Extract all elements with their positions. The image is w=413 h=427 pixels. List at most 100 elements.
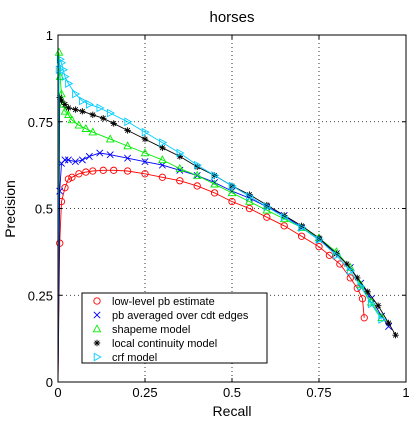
data-point bbox=[374, 302, 382, 309]
data-point bbox=[336, 260, 344, 268]
data-point bbox=[343, 260, 351, 268]
data-point bbox=[85, 152, 93, 160]
data-point bbox=[159, 138, 168, 147]
data-point bbox=[228, 197, 236, 206]
data-point bbox=[263, 202, 272, 212]
data-point bbox=[124, 154, 132, 162]
legend-marker bbox=[93, 311, 101, 319]
data-point bbox=[96, 103, 105, 113]
data-point bbox=[246, 191, 255, 201]
data-point bbox=[58, 58, 67, 68]
data-point bbox=[211, 171, 220, 180]
data-point bbox=[315, 235, 324, 245]
legend-label: local continuity model bbox=[112, 338, 217, 350]
data-point bbox=[86, 100, 95, 109]
data-point bbox=[333, 250, 342, 260]
data-point bbox=[358, 295, 367, 303]
data-point bbox=[61, 101, 69, 108]
data-point bbox=[354, 274, 361, 282]
data-point bbox=[124, 117, 133, 127]
legend-marker bbox=[93, 339, 101, 347]
data-point bbox=[68, 173, 76, 181]
data-point bbox=[105, 134, 115, 143]
data-point bbox=[159, 144, 166, 151]
data-point bbox=[192, 170, 202, 179]
data-point bbox=[61, 156, 69, 164]
data-point bbox=[297, 232, 306, 240]
data-point bbox=[280, 212, 289, 222]
legend-box bbox=[81, 292, 268, 364]
data-point bbox=[64, 175, 73, 183]
data-point bbox=[347, 266, 356, 276]
data-point bbox=[385, 322, 393, 330]
data-point bbox=[141, 170, 149, 178]
data-point bbox=[81, 123, 91, 132]
data-point bbox=[60, 106, 70, 115]
x-tick-label: 0.75 bbox=[306, 385, 331, 400]
data-point bbox=[88, 127, 98, 136]
data-point bbox=[175, 163, 185, 172]
legend-label: pb averaged over cdt edges bbox=[112, 310, 249, 322]
data-point bbox=[57, 89, 66, 98]
data-point bbox=[378, 315, 387, 324]
data-point bbox=[55, 65, 64, 75]
series-4 bbox=[55, 54, 387, 383]
data-point bbox=[245, 204, 254, 213]
data-point bbox=[65, 79, 74, 88]
data-point bbox=[176, 153, 183, 160]
series-line bbox=[57, 169, 365, 383]
data-point bbox=[75, 170, 83, 178]
data-point bbox=[228, 181, 237, 191]
data-point bbox=[360, 314, 368, 322]
x-tick-label: 1 bbox=[402, 385, 409, 400]
y-tick-label: 0.25 bbox=[28, 288, 53, 303]
data-point bbox=[82, 168, 90, 176]
data-point bbox=[193, 160, 202, 170]
data-point bbox=[79, 108, 86, 115]
data-point bbox=[54, 47, 64, 56]
legend-label: shapeme model bbox=[112, 324, 190, 336]
data-point bbox=[176, 148, 185, 158]
data-point bbox=[210, 189, 219, 197]
data-point bbox=[124, 127, 131, 134]
x-tick-label: 0.25 bbox=[132, 385, 157, 400]
data-point bbox=[56, 94, 63, 101]
data-point bbox=[72, 89, 81, 99]
data-point bbox=[141, 135, 149, 143]
data-point bbox=[110, 166, 118, 174]
data-point bbox=[385, 319, 392, 327]
data-point bbox=[193, 182, 201, 190]
data-point bbox=[364, 288, 371, 295]
data-point bbox=[78, 156, 86, 164]
data-point bbox=[64, 110, 73, 119]
legend-marker bbox=[93, 297, 101, 305]
data-point bbox=[227, 188, 237, 197]
data-point bbox=[357, 282, 366, 291]
data-point bbox=[140, 148, 150, 157]
data-point bbox=[100, 115, 107, 122]
data-point bbox=[367, 299, 376, 309]
data-point bbox=[123, 141, 132, 150]
legend-label: crf model bbox=[112, 352, 157, 364]
data-point bbox=[141, 127, 150, 137]
data-point bbox=[72, 106, 79, 113]
data-point bbox=[280, 222, 288, 230]
data-point bbox=[56, 54, 65, 64]
data-point bbox=[106, 151, 114, 159]
ticks: 0 0.25 0.5 0.75 1 0 0.25 0.5 0.75 1 bbox=[28, 28, 410, 400]
y-tick-label: 0 bbox=[46, 375, 53, 390]
data-point bbox=[176, 177, 184, 185]
data-point bbox=[59, 65, 68, 75]
data-point bbox=[67, 115, 77, 124]
data-point bbox=[64, 156, 72, 164]
data-point bbox=[89, 111, 96, 119]
data-point bbox=[123, 167, 132, 175]
data-point bbox=[263, 213, 271, 221]
data-point bbox=[110, 120, 117, 127]
data-point bbox=[96, 149, 104, 157]
legend-marker bbox=[92, 324, 102, 333]
legend-marker bbox=[93, 352, 102, 362]
data-point bbox=[315, 243, 323, 251]
data-point bbox=[245, 196, 254, 205]
